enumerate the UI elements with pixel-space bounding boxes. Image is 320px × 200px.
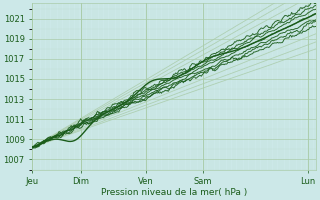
X-axis label: Pression niveau de la mer( hPa ): Pression niveau de la mer( hPa ) <box>101 188 247 197</box>
